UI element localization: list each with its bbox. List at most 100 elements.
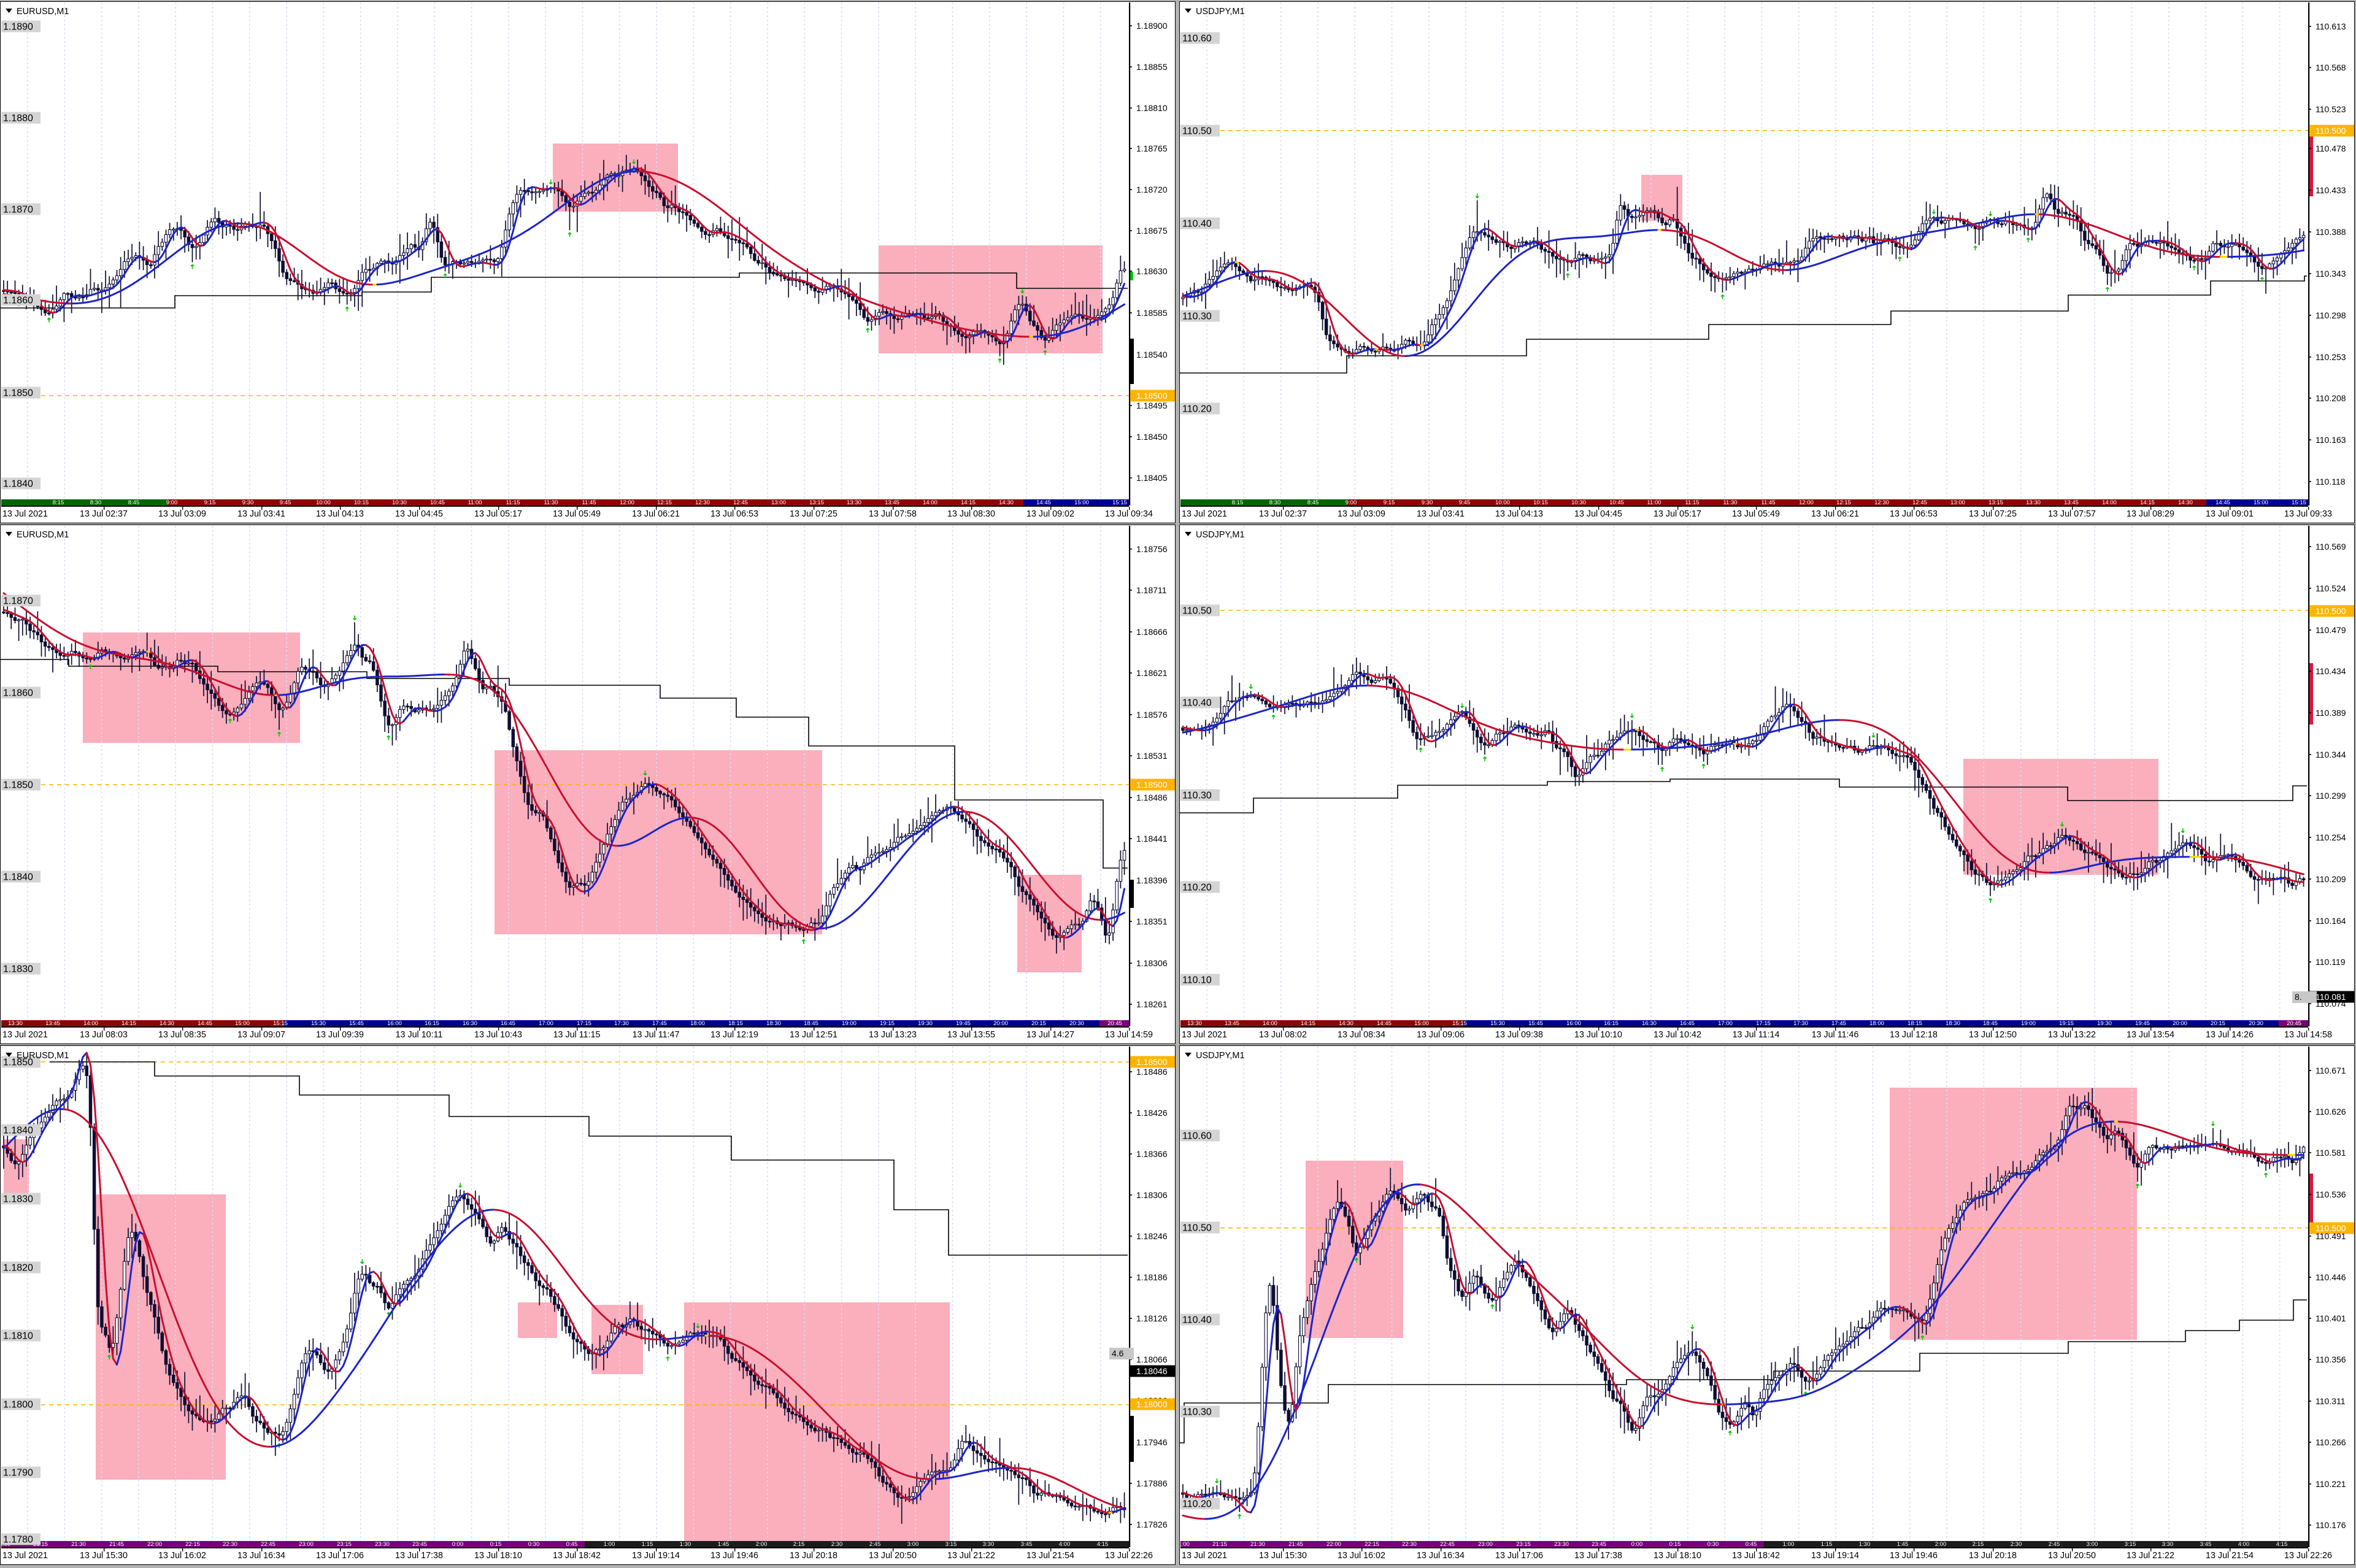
svg-text:13 Jul 09:06: 13 Jul 09:06 — [1417, 1030, 1465, 1040]
svg-text:21:30: 21:30 — [71, 1541, 86, 1548]
svg-text:12:45: 12:45 — [733, 499, 748, 506]
svg-text:13 Jul 18:10: 13 Jul 18:10 — [1653, 1551, 1701, 1561]
svg-text:110.20: 110.20 — [1182, 404, 1212, 415]
svg-text:110.50: 110.50 — [1182, 1223, 1212, 1234]
svg-text:10:00: 10:00 — [1495, 499, 1510, 506]
svg-text:1.18126: 1.18126 — [1136, 1313, 1168, 1323]
svg-text:2:15: 2:15 — [1973, 1541, 1984, 1548]
svg-text:0:30: 0:30 — [1707, 1541, 1719, 1548]
svg-text:13:30: 13:30 — [847, 499, 861, 506]
svg-text:1.1840: 1.1840 — [3, 872, 33, 883]
svg-text:13 Jul 14:26: 13 Jul 14:26 — [2206, 1030, 2254, 1040]
svg-text:3:30: 3:30 — [983, 1541, 995, 1548]
svg-text:2:45: 2:45 — [2049, 1541, 2060, 1548]
svg-text:1.18450: 1.18450 — [1136, 432, 1168, 442]
svg-text:1.1850: 1.1850 — [3, 1058, 33, 1068]
svg-text:13 Jul 13:55: 13 Jul 13:55 — [947, 1030, 995, 1040]
svg-text:13 Jul 11:47: 13 Jul 11:47 — [633, 1030, 680, 1040]
svg-text:13 Jul 16:02: 13 Jul 16:02 — [1338, 1551, 1385, 1561]
svg-text:1:45: 1:45 — [718, 1541, 730, 1548]
svg-text:1.18500: 1.18500 — [1136, 780, 1168, 790]
svg-text:110.50: 110.50 — [1182, 606, 1212, 617]
svg-text:110.221: 110.221 — [2316, 1479, 2346, 1489]
svg-text:18:00: 18:00 — [690, 1020, 705, 1027]
svg-text:1.18720: 1.18720 — [1136, 185, 1168, 194]
svg-text:12:00: 12:00 — [1799, 499, 1814, 506]
svg-text:13 Jul 04:13: 13 Jul 04:13 — [316, 509, 364, 519]
svg-text:23:45: 23:45 — [1592, 1541, 1606, 1548]
svg-text:1.18046: 1.18046 — [1136, 1366, 1168, 1376]
svg-text:14:15: 14:15 — [961, 499, 976, 506]
svg-text:13:45: 13:45 — [45, 1020, 60, 1027]
svg-text:1.1860: 1.1860 — [3, 688, 33, 699]
svg-text:13 Jul 10:10: 13 Jul 10:10 — [1574, 1030, 1622, 1040]
svg-text:13 Jul 12:50: 13 Jul 12:50 — [1969, 1030, 2017, 1040]
svg-text:1.18576: 1.18576 — [1136, 710, 1168, 720]
svg-text:13 Jul 18:42: 13 Jul 18:42 — [1732, 1551, 1780, 1561]
svg-text:13 Jul 17:06: 13 Jul 17:06 — [1495, 1551, 1543, 1561]
svg-text:16:30: 16:30 — [463, 1020, 477, 1027]
svg-text:8:45: 8:45 — [128, 499, 140, 506]
svg-text:12:15: 12:15 — [1836, 499, 1851, 506]
svg-text:13:15: 13:15 — [1988, 499, 2003, 506]
svg-text:1.1880: 1.1880 — [3, 113, 33, 124]
svg-text:14:00: 14:00 — [923, 499, 937, 506]
svg-text:23:15: 23:15 — [1516, 1541, 1531, 1548]
svg-text:13 Jul 06:53: 13 Jul 06:53 — [1890, 509, 1938, 519]
svg-text:11:45: 11:45 — [1761, 499, 1775, 506]
svg-text:110.500: 110.500 — [2316, 1223, 2346, 1233]
svg-text:2:15: 2:15 — [793, 1541, 805, 1548]
svg-text:13 Jul 06:21: 13 Jul 06:21 — [632, 509, 680, 519]
svg-text:22:00: 22:00 — [147, 1541, 162, 1548]
svg-text:15:00: 15:00 — [235, 1020, 250, 1027]
svg-text:16:15: 16:15 — [1604, 1020, 1619, 1027]
svg-text:USDJPY,M1: USDJPY,M1 — [1196, 7, 1245, 17]
svg-text:20:15: 20:15 — [2211, 1020, 2225, 1027]
svg-text:4:15: 4:15 — [1097, 1541, 1109, 1548]
svg-text:110.119: 110.119 — [2316, 957, 2346, 967]
svg-text:0:15: 0:15 — [1669, 1541, 1681, 1548]
svg-text:15:15: 15:15 — [1112, 499, 1127, 506]
svg-text:20:00: 20:00 — [2173, 1020, 2187, 1027]
svg-text:10:30: 10:30 — [392, 499, 407, 506]
svg-text:21:45: 21:45 — [109, 1541, 124, 1548]
svg-text:9:15: 9:15 — [204, 499, 216, 506]
svg-text:13 Jul 17:06: 13 Jul 17:06 — [316, 1551, 364, 1561]
svg-text:1.1840: 1.1840 — [3, 479, 33, 490]
svg-text:1.1780: 1.1780 — [3, 1535, 33, 1545]
svg-text:13 Jul 2021: 13 Jul 2021 — [2, 1030, 48, 1040]
svg-text:13 Jul 12:18: 13 Jul 12:18 — [1890, 1030, 1938, 1040]
svg-text:110.254: 110.254 — [2316, 832, 2346, 842]
svg-text:13:45: 13:45 — [1225, 1020, 1239, 1027]
svg-text:13 Jul 09:02: 13 Jul 09:02 — [1026, 509, 1074, 519]
svg-text:110.568: 110.568 — [2316, 63, 2346, 72]
svg-text:14:45: 14:45 — [198, 1020, 212, 1027]
svg-text:EURUSD,M1: EURUSD,M1 — [17, 1051, 69, 1061]
svg-text:2:45: 2:45 — [869, 1541, 881, 1548]
svg-text:EURUSD,M1: EURUSD,M1 — [17, 530, 69, 540]
svg-text:1:30: 1:30 — [680, 1541, 691, 1548]
svg-text:14:45: 14:45 — [1036, 499, 1051, 506]
svg-text:8:30: 8:30 — [90, 499, 102, 506]
svg-text:110.433: 110.433 — [2316, 185, 2346, 195]
svg-text:4:00: 4:00 — [2238, 1541, 2250, 1548]
svg-text:16:45: 16:45 — [1680, 1020, 1695, 1027]
svg-text:13 Jul 03:09: 13 Jul 03:09 — [1338, 509, 1385, 519]
svg-text:16:00: 16:00 — [387, 1020, 402, 1027]
svg-text:110.266: 110.266 — [2316, 1437, 2346, 1447]
svg-text:17:45: 17:45 — [1831, 1020, 1846, 1027]
svg-text:23:45: 23:45 — [412, 1541, 427, 1548]
svg-text:1.1890: 1.1890 — [3, 22, 33, 33]
svg-text:14:15: 14:15 — [2140, 499, 2155, 506]
svg-text:11:30: 11:30 — [1723, 499, 1737, 506]
svg-text:USDJPY,M1: USDJPY,M1 — [1196, 530, 1245, 540]
svg-text:9:30: 9:30 — [242, 499, 254, 506]
svg-text:22:30: 22:30 — [223, 1541, 237, 1548]
svg-text:3:00: 3:00 — [2087, 1541, 2098, 1548]
svg-text:10:15: 10:15 — [1533, 499, 1548, 506]
svg-text:20:30: 20:30 — [1069, 1020, 1084, 1027]
svg-text:14:30: 14:30 — [160, 1020, 174, 1027]
svg-text:10:45: 10:45 — [430, 499, 445, 506]
svg-text:13 Jul 04:45: 13 Jul 04:45 — [1574, 509, 1622, 519]
svg-text:0:30: 0:30 — [528, 1541, 540, 1548]
